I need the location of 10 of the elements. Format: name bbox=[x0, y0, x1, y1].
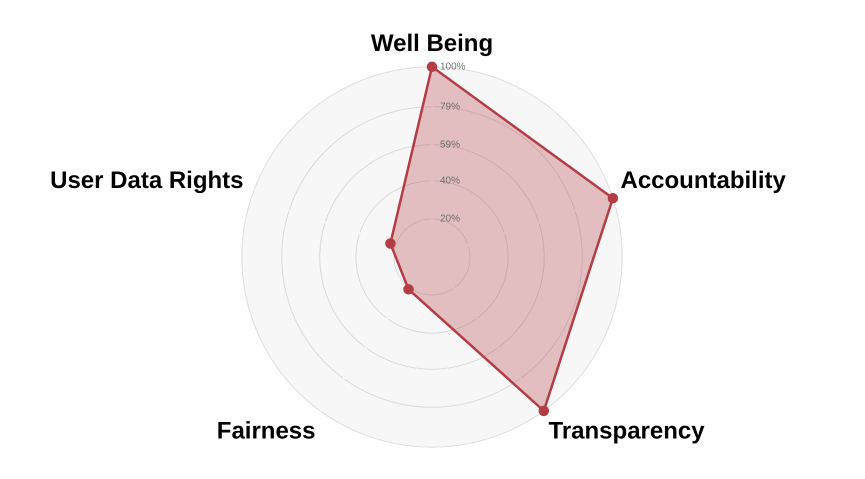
spoke-label: Well Being bbox=[370, 30, 494, 58]
y-tick-label: 59% bbox=[440, 140, 460, 151]
spoke-label: Fairness bbox=[216, 417, 316, 444]
spoke-label: User Data Rights bbox=[50, 166, 244, 194]
spoke-label: Accountability bbox=[620, 166, 787, 194]
y-tick-label: 79% bbox=[440, 101, 460, 112]
y-tick-label: 20% bbox=[440, 214, 460, 225]
spoke-label: Transparency bbox=[548, 417, 706, 444]
y-tick-label: 40% bbox=[440, 176, 460, 187]
y-tick-label: 100% bbox=[440, 62, 466, 73]
